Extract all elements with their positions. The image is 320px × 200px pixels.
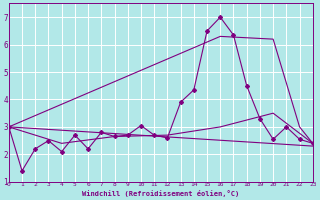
X-axis label: Windchill (Refroidissement éolien,°C): Windchill (Refroidissement éolien,°C) bbox=[82, 190, 239, 197]
